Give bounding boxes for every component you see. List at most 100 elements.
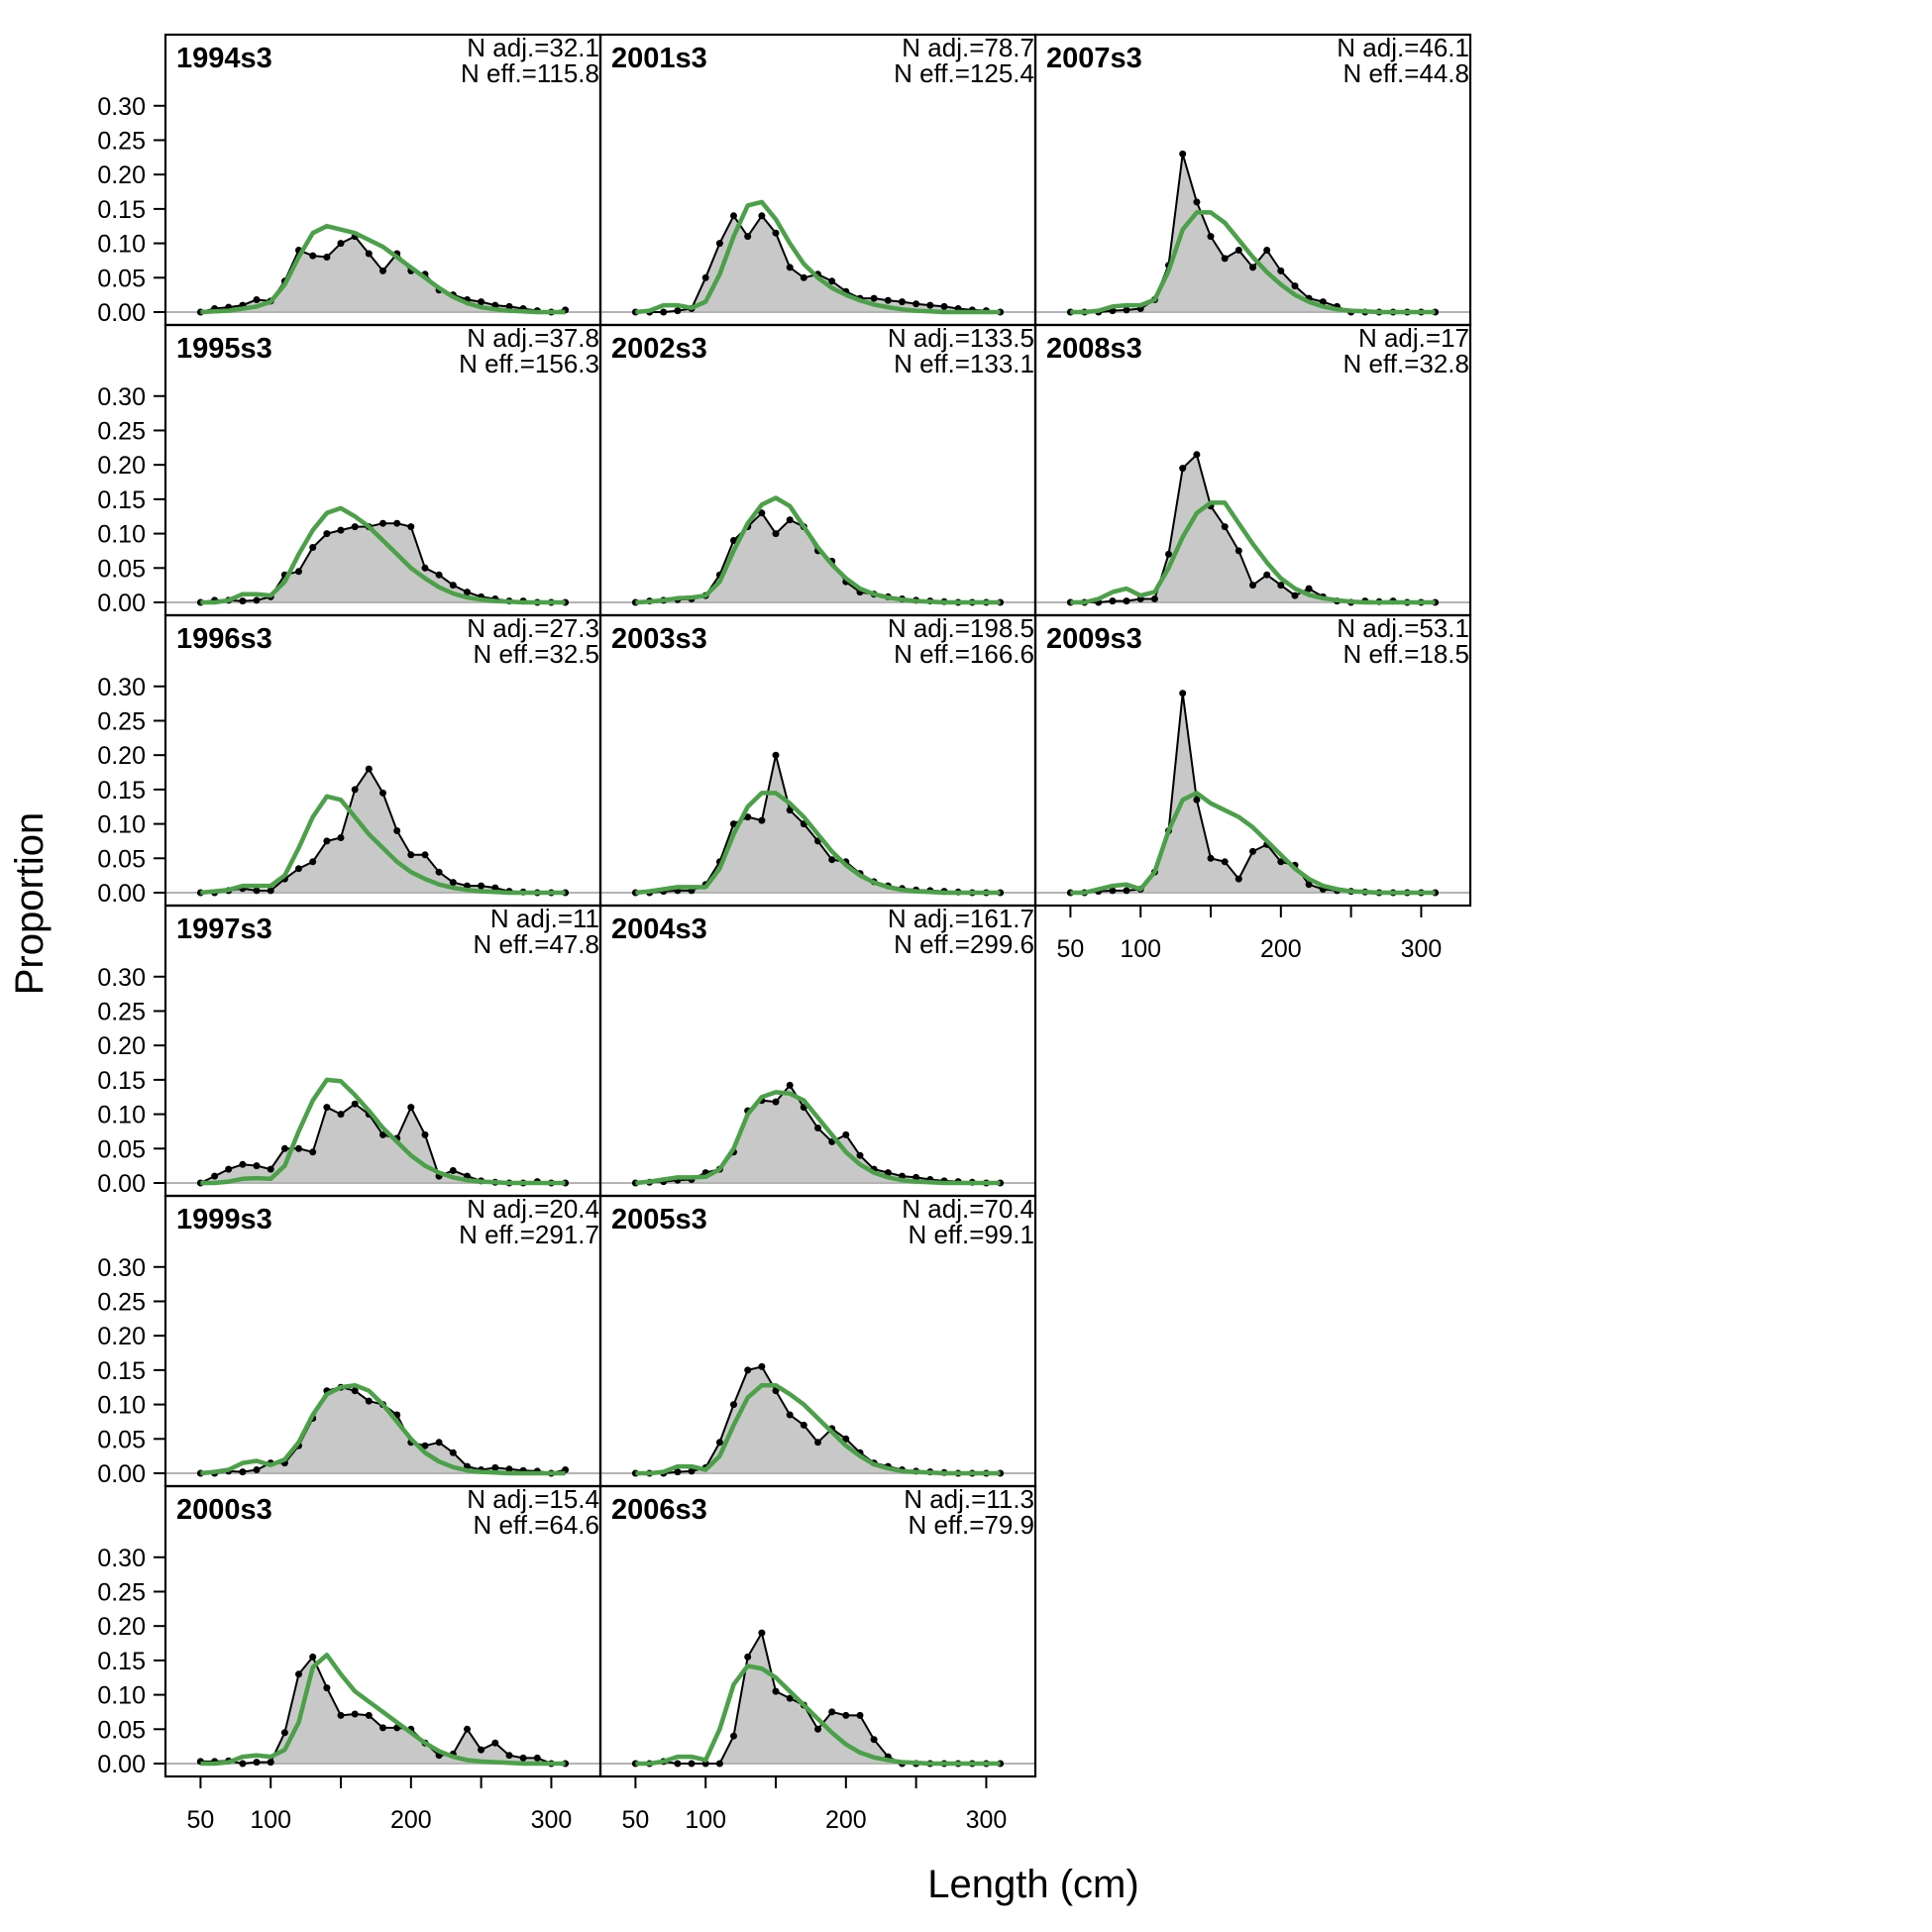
- observed-point: [519, 1754, 527, 1762]
- observed-point: [772, 530, 780, 538]
- observed-point: [828, 1708, 836, 1716]
- observed-point: [1249, 582, 1256, 590]
- observed-point: [1249, 264, 1256, 271]
- observed-point: [1179, 150, 1187, 158]
- expected-line: [200, 794, 566, 896]
- y-tick-label: 0.05: [97, 555, 146, 583]
- y-tick-label: 0.05: [97, 845, 146, 873]
- y-tick-label: 0.00: [97, 1460, 146, 1488]
- y-tick-label: 0.30: [97, 383, 146, 411]
- observed-point: [309, 544, 317, 551]
- panel-title: 2008s3: [1046, 333, 1142, 365]
- observed-point: [505, 1465, 513, 1473]
- panel-1994s3: 1994s3 N adj.=32.1N eff.=115.8: [163, 33, 602, 327]
- observed-point: [449, 879, 457, 887]
- observed-point: [267, 1759, 274, 1767]
- observed-point: [744, 1366, 752, 1374]
- observed-point: [449, 1167, 457, 1174]
- observed-point: [323, 1684, 331, 1692]
- observed-point: [715, 1760, 723, 1768]
- panel-title: 2004s3: [611, 913, 707, 945]
- observed-point: [1277, 858, 1285, 866]
- observed-point: [379, 1130, 386, 1138]
- y-tick-label: 0.20: [97, 1613, 146, 1641]
- observed-point: [309, 1653, 317, 1661]
- observed-point: [1123, 887, 1130, 895]
- n-eff-label: N eff.=47.8: [474, 929, 599, 959]
- panel-title: 2009s3: [1046, 623, 1142, 655]
- observed-point: [337, 1711, 345, 1719]
- observed-point: [730, 820, 737, 828]
- observed-point: [1305, 585, 1313, 592]
- observed-point: [464, 589, 471, 596]
- observed-point: [253, 1759, 261, 1767]
- observed-point: [688, 1467, 696, 1475]
- panel-1995s3: 1995s3 N adj.=37.8N eff.=156.3: [163, 323, 602, 617]
- observed-point: [407, 1104, 415, 1112]
- expected-line: [1070, 210, 1436, 315]
- y-tick-label: 0.05: [97, 1716, 146, 1744]
- x-tick-label: 100: [1120, 935, 1161, 963]
- n-adj-label: N adj.=17: [1358, 323, 1469, 353]
- observed-point: [744, 233, 752, 241]
- y-tick-label: 0.25: [97, 707, 146, 735]
- observed-point: [842, 1435, 850, 1443]
- observed-point: [365, 250, 373, 258]
- y-tick-label: 0.00: [97, 1751, 146, 1778]
- observed-point: [351, 786, 359, 794]
- observed-point: [884, 296, 892, 304]
- observed-area: [635, 1085, 1001, 1183]
- observed-point: [758, 1629, 766, 1637]
- observed-point: [1193, 796, 1201, 804]
- observed-point: [491, 1463, 499, 1471]
- observed-point: [1234, 247, 1242, 254]
- observed-point: [421, 1442, 429, 1449]
- observed-point: [309, 1148, 317, 1156]
- observed-area: [635, 1633, 1001, 1764]
- observed-point: [393, 827, 401, 834]
- panel-title: 2007s3: [1046, 43, 1142, 74]
- n-adj-label: N adj.=32.1: [467, 33, 599, 62]
- panel-2009s3: 2009s3 N adj.=53.1N eff.=18.5: [1033, 613, 1472, 908]
- observed-point: [1221, 858, 1229, 866]
- observed-point: [435, 868, 443, 876]
- n-eff-label: N eff.=32.8: [1343, 349, 1469, 378]
- observed-area: [1070, 154, 1436, 312]
- observed-point: [295, 568, 302, 576]
- panel-border: [1033, 613, 1472, 908]
- observed-area: [200, 769, 566, 893]
- expected-line: [200, 505, 566, 605]
- observed-point: [842, 1130, 850, 1138]
- panel-2008s3: 2008s3 N adj.=17N eff.=32.8: [1033, 323, 1472, 617]
- observed-point: [1305, 881, 1313, 889]
- observed-point: [435, 571, 443, 579]
- observed-point: [856, 1711, 864, 1719]
- expected-line: [635, 1382, 1001, 1476]
- y-tick-label: 0.15: [97, 1357, 146, 1385]
- observed-area: [635, 1366, 1001, 1473]
- expected-line: [635, 495, 1001, 605]
- observed-point: [688, 1760, 696, 1768]
- n-eff-label: N eff.=125.4: [894, 58, 1034, 88]
- y-tick-label: 0.05: [97, 265, 146, 292]
- x-tick-label: 300: [966, 1806, 1008, 1834]
- x-axis-title: Length (cm): [927, 1863, 1138, 1906]
- observed-point: [828, 856, 836, 864]
- y-tick-label: 0.05: [97, 1135, 146, 1163]
- panel-grid: 1994s3 N adj.=32.1N eff.=115.8 1995s3 N adj…: [163, 33, 1472, 1778]
- observed-point: [926, 301, 934, 309]
- observed-point: [280, 1144, 288, 1152]
- observed-point: [379, 519, 386, 527]
- x-tick-label: 50: [1056, 935, 1084, 963]
- n-eff-label: N eff.=115.8: [461, 58, 599, 88]
- panel-2001s3: 2001s3 N adj.=78.7N eff.=125.4: [598, 33, 1037, 327]
- panel-2005s3: 2005s3 N adj.=70.4N eff.=99.1: [598, 1194, 1037, 1488]
- observed-point: [351, 1710, 359, 1718]
- observed-point: [674, 307, 682, 315]
- observed-point: [786, 1694, 794, 1702]
- y-tick-label: 0.10: [97, 1392, 146, 1420]
- observed-point: [421, 851, 429, 859]
- y-tick-label: 0.10: [97, 1102, 146, 1129]
- observed-point: [253, 296, 261, 303]
